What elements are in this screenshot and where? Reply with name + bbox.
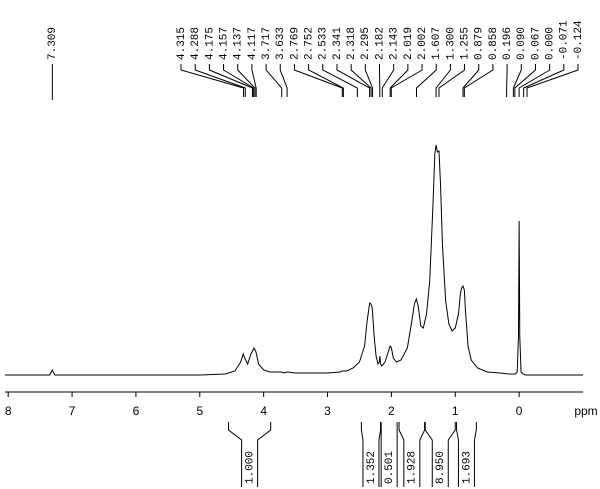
peak-label: 4.175 — [204, 27, 216, 60]
peak-label: 2.002 — [417, 27, 429, 60]
peak-label: 2.341 — [332, 27, 344, 60]
peak-label: 0.879 — [474, 27, 486, 60]
integral-bracket — [456, 422, 459, 487]
peak-leader — [336, 64, 371, 97]
x-tick-label: 3 — [324, 404, 331, 418]
peak-label: 2.533 — [318, 27, 330, 60]
peak-label: 2.143 — [389, 27, 401, 60]
peak-leader — [415, 64, 437, 97]
integral-label: 1.928 — [407, 451, 419, 484]
peak-leader — [208, 64, 253, 97]
peak-label: 4.137 — [233, 27, 245, 60]
peak-label: 2.182 — [374, 27, 386, 60]
peak-label: 2.019 — [403, 27, 415, 60]
peak-label: 0.858 — [488, 27, 500, 60]
peak-label: 4.117 — [247, 27, 259, 60]
peak-leader — [523, 64, 565, 97]
peak-leader — [463, 64, 494, 97]
peak-leader — [389, 64, 409, 97]
peak-label: 0.090 — [516, 27, 528, 60]
peak-leader — [350, 64, 372, 97]
integral-bracket — [257, 422, 272, 487]
peak-label: 7.309 — [47, 27, 59, 60]
peak-leader — [322, 64, 358, 97]
x-tick-label: 1 — [452, 404, 459, 418]
integral-label: 1.352 — [366, 451, 378, 484]
peak-label: 4.288 — [190, 27, 202, 60]
peak-label: 2.318 — [346, 27, 358, 60]
peak-label: 2.769 — [289, 27, 301, 60]
integral-label: 0.501 — [384, 451, 396, 484]
peak-label: 3.633 — [275, 27, 287, 60]
integral-bracket — [419, 422, 426, 487]
peak-leader — [279, 64, 288, 97]
peak-label: -0.071 — [559, 20, 571, 60]
peak-leader — [265, 64, 283, 97]
integral-bracket — [424, 422, 433, 487]
x-tick-label: 4 — [260, 404, 267, 418]
peak-leader — [512, 64, 522, 97]
peak-label: 4.315 — [176, 27, 188, 60]
integral-label: 1.693 — [461, 451, 473, 484]
peak-label: 2.752 — [304, 27, 316, 60]
peak-leader — [223, 64, 255, 97]
peak-leader — [526, 64, 579, 97]
integral-bracket — [398, 422, 405, 487]
x-tick-label: 6 — [133, 404, 140, 418]
peak-leader — [462, 64, 480, 97]
peak-label: 0.000 — [545, 27, 557, 60]
integral-label: 8.950 — [435, 451, 447, 484]
x-tick-label: 8 — [5, 404, 12, 418]
x-tick-label: 0 — [516, 404, 523, 418]
peak-leader — [364, 64, 374, 97]
peak-leader — [194, 64, 246, 97]
peak-label: 2.295 — [360, 27, 372, 60]
peak-leader — [237, 64, 256, 97]
peak-label: 0.196 — [502, 27, 514, 60]
peak-label: 1.300 — [445, 27, 457, 60]
integral-bracket — [360, 422, 364, 487]
integral-bracket — [473, 422, 477, 487]
peak-leader — [514, 64, 536, 97]
peak-leader — [180, 64, 245, 97]
x-tick-label: 2 — [388, 404, 395, 418]
peak-label: 1.607 — [431, 27, 443, 60]
peak-label: 3.717 — [261, 27, 273, 60]
integral-label: 1.000 — [245, 451, 257, 484]
peak-leader — [251, 64, 257, 97]
peak-leader — [438, 64, 466, 97]
peak-label: 0.067 — [530, 27, 542, 60]
integral-bracket — [228, 422, 243, 487]
peak-leader — [381, 64, 395, 97]
peak-leader — [390, 64, 423, 97]
x-axis-label: ppm — [574, 404, 597, 418]
peak-leader — [293, 64, 343, 97]
integral-bracket — [378, 422, 382, 487]
x-tick-label: 7 — [69, 404, 76, 418]
peak-leader — [435, 64, 451, 97]
spectrum-line — [5, 144, 583, 376]
x-tick-label: 5 — [196, 404, 203, 418]
integral-bracket — [447, 422, 456, 487]
peak-label: 4.157 — [218, 27, 230, 60]
peak-label: -0.124 — [573, 20, 585, 60]
peak-label: 1.255 — [459, 27, 471, 60]
peak-leader — [308, 64, 344, 97]
peak-leader — [518, 64, 551, 97]
